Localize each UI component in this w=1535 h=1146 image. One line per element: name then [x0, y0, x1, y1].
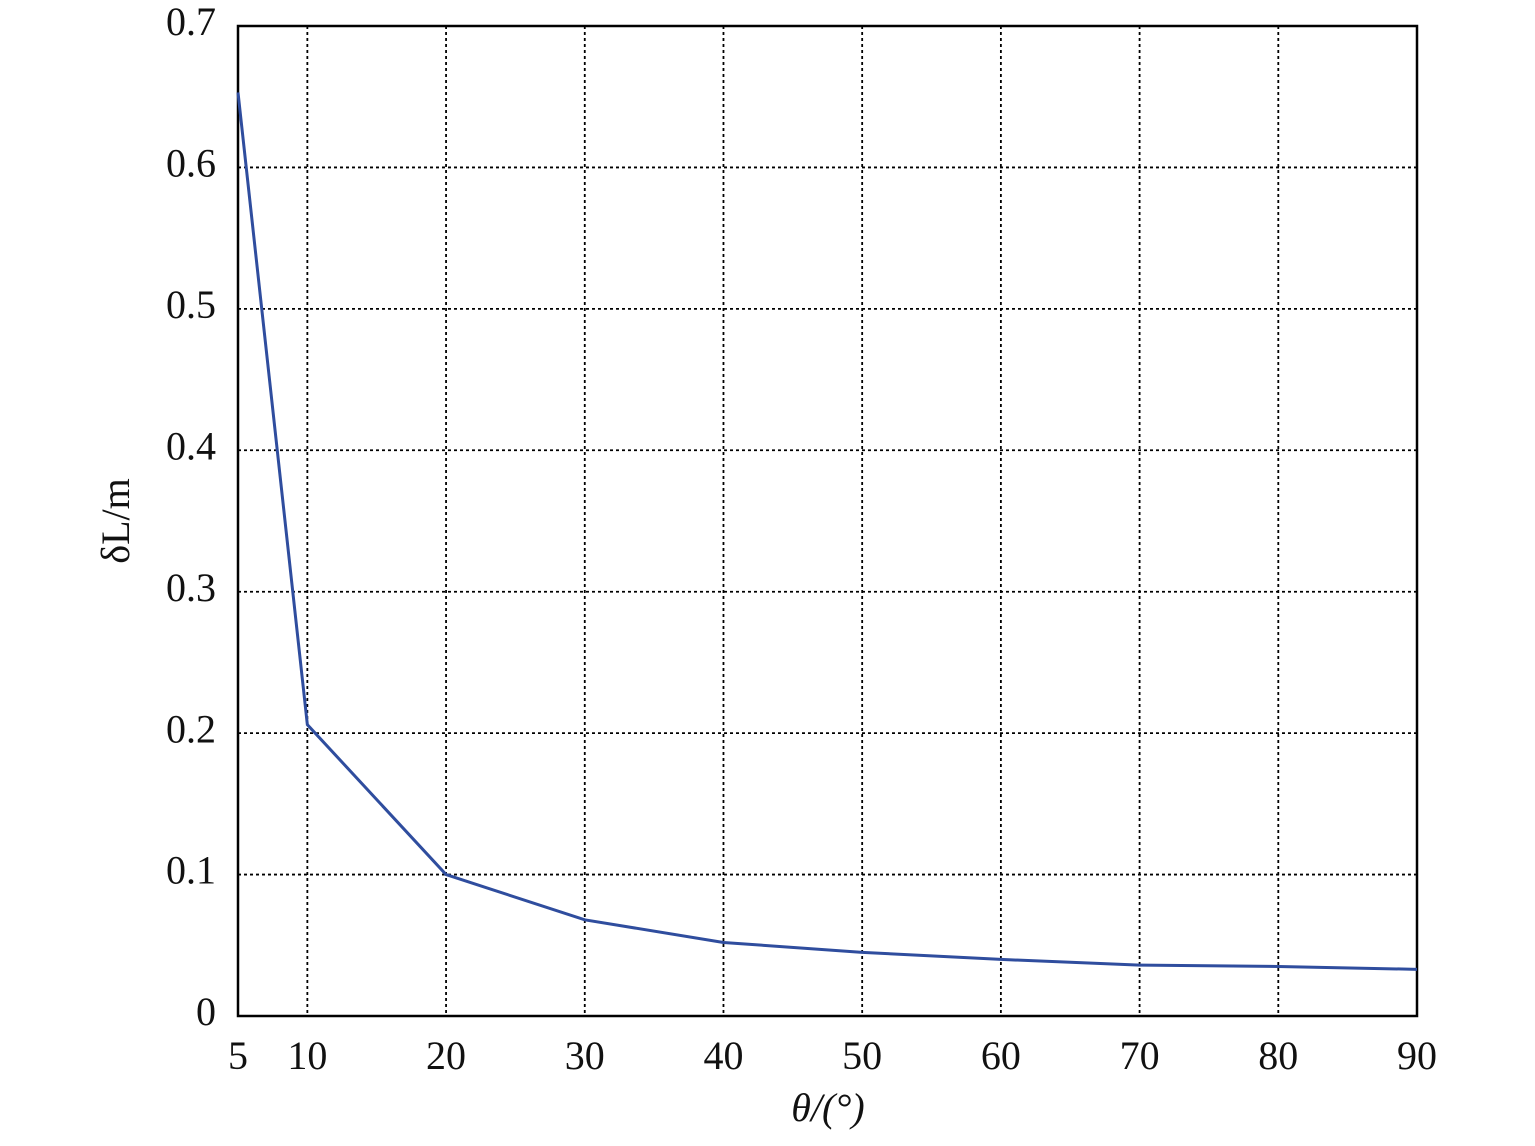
- x-tick-label: 60: [981, 1033, 1021, 1078]
- x-tick-label: 70: [1120, 1033, 1160, 1078]
- x-axis-label: θ/(°): [791, 1085, 864, 1130]
- x-tick-label: 30: [565, 1033, 605, 1078]
- y-tick-label: 0.5: [166, 282, 216, 327]
- plot-frame: [236, 24, 1419, 1018]
- x-tick-label: 40: [703, 1033, 743, 1078]
- y-tick-label: 0.1: [166, 848, 216, 893]
- y-tick-label: 0.4: [166, 423, 216, 468]
- y-axis-label: δL/m: [93, 478, 138, 564]
- x-tick-label: 5: [228, 1033, 248, 1078]
- x-tick-label: 50: [842, 1033, 882, 1078]
- y-tick-label: 0.3: [166, 565, 216, 610]
- data-line: [236, 92, 1418, 971]
- x-tick-label: 20: [426, 1033, 466, 1078]
- x-tick-label: 90: [1397, 1033, 1437, 1078]
- y-tick-label: 0.2: [166, 706, 216, 751]
- x-tick-label: 10: [287, 1033, 327, 1078]
- y-tick-label: 0: [196, 989, 216, 1034]
- y-tick-label: 0.7: [166, 0, 216, 44]
- y-tick-label: 0.6: [166, 141, 216, 186]
- x-tick-label: 80: [1258, 1033, 1298, 1078]
